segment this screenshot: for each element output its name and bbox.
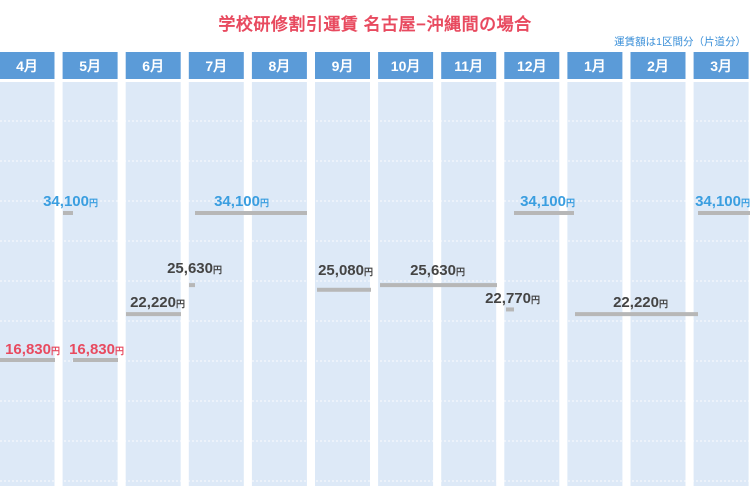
fare-value-number: 25,630 xyxy=(410,262,456,279)
fare-value-label: 34,100円 xyxy=(43,193,98,210)
month-label: 1月 xyxy=(584,58,606,74)
fare-note: 運賃額は1区間分（片道分） xyxy=(614,36,746,48)
month-label: 4月 xyxy=(16,58,38,74)
fare-value-unit: 円 xyxy=(456,267,465,277)
fare-value-number: 22,220 xyxy=(613,294,659,311)
fare-segment xyxy=(189,283,195,288)
month-column xyxy=(630,82,686,486)
fare-value-unit: 円 xyxy=(213,265,222,275)
fare-value-number: 25,080 xyxy=(318,262,364,279)
month-label: 7月 xyxy=(205,58,227,74)
fare-value-label: 16,830円 xyxy=(69,341,124,358)
month-label: 2月 xyxy=(647,58,669,74)
fare-value-number: 22,220 xyxy=(130,294,176,311)
fare-value-number: 16,830 xyxy=(69,341,115,358)
chart-title: 学校研修割引運賃 名古屋−沖縄間の場合 xyxy=(218,15,532,34)
month-header xyxy=(630,52,686,79)
fare-segment xyxy=(380,283,497,288)
fare-value-number: 34,100 xyxy=(43,193,89,210)
fare-value-unit: 円 xyxy=(115,346,124,356)
fare-segment xyxy=(506,307,514,312)
fare-value-number: 34,100 xyxy=(695,193,741,210)
fare-segment xyxy=(0,358,55,362)
fare-value-unit: 円 xyxy=(89,198,98,208)
fare-value-label: 25,630円 xyxy=(410,262,465,279)
fare-value-unit: 円 xyxy=(260,198,269,208)
fare-segment xyxy=(126,312,181,317)
month-label: 9月 xyxy=(332,58,354,74)
fare-value-unit: 円 xyxy=(659,299,668,309)
fare-value-label: 34,100円 xyxy=(695,193,750,210)
month-header xyxy=(441,52,497,79)
month-label: 6月 xyxy=(142,58,164,74)
fare-value-number: 22,770 xyxy=(485,290,531,307)
fare-segment xyxy=(73,358,118,362)
month-column xyxy=(62,82,118,486)
month-column xyxy=(315,82,370,486)
fare-value-number: 34,100 xyxy=(214,193,260,210)
month-label: 8月 xyxy=(269,58,291,74)
fare-value-label: 22,220円 xyxy=(613,294,668,311)
fare-value-number: 34,100 xyxy=(520,193,566,210)
month-header xyxy=(378,52,434,79)
fare-segment xyxy=(195,211,307,215)
month-column xyxy=(504,82,560,486)
fare-value-label: 34,100円 xyxy=(520,193,575,210)
fare-value-label: 25,630円 xyxy=(167,260,222,277)
fare-segment xyxy=(698,211,750,215)
month-label: 3月 xyxy=(710,58,732,74)
month-column xyxy=(0,82,55,486)
fare-segment xyxy=(317,287,371,292)
fare-value-number: 16,830 xyxy=(5,341,51,358)
month-header xyxy=(567,52,623,79)
month-label: 10月 xyxy=(391,58,421,74)
month-column xyxy=(251,82,307,486)
fare-value-number: 25,630 xyxy=(167,260,213,277)
month-header xyxy=(504,52,560,79)
month-header xyxy=(693,52,749,79)
month-header xyxy=(315,52,370,79)
month-header xyxy=(188,52,244,79)
month-header xyxy=(251,52,307,79)
fare-value-unit: 円 xyxy=(531,295,540,305)
fare-value-label: 16,830円 xyxy=(5,341,60,358)
month-header xyxy=(62,52,118,79)
month-header xyxy=(0,52,55,79)
fare-segment xyxy=(63,211,73,215)
fare-value-label: 22,220円 xyxy=(130,294,185,311)
month-column xyxy=(188,82,244,486)
month-column xyxy=(567,82,623,486)
fare-value-unit: 円 xyxy=(176,299,185,309)
fare-value-label: 22,770円 xyxy=(485,290,540,307)
month-label: 12月 xyxy=(517,58,547,74)
month-header xyxy=(125,52,181,79)
fare-segment xyxy=(575,312,698,317)
fare-value-label: 25,080円 xyxy=(318,262,373,279)
fare-value-unit: 円 xyxy=(364,267,373,277)
month-label: 5月 xyxy=(79,58,101,74)
month-column xyxy=(693,82,749,486)
month-column xyxy=(125,82,181,486)
fare-segment xyxy=(514,211,574,215)
fare-value-unit: 円 xyxy=(566,198,575,208)
month-label: 11月 xyxy=(454,58,483,74)
fare-value-unit: 円 xyxy=(741,198,750,208)
fare-value-label: 34,100円 xyxy=(214,193,269,210)
fare-value-unit: 円 xyxy=(51,346,60,356)
